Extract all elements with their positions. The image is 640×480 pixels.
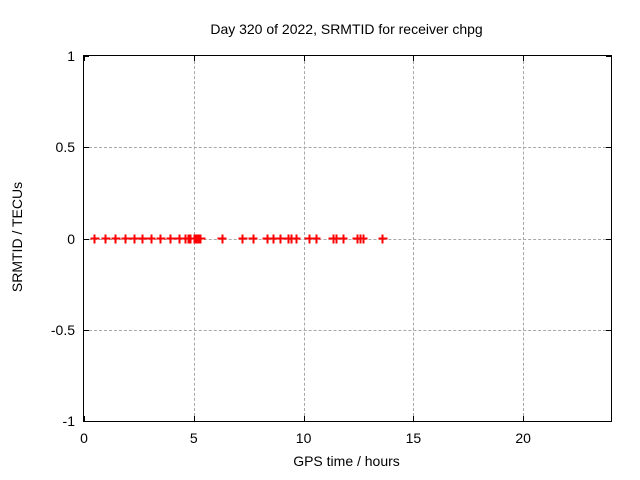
horizontal-gridline [84, 329, 611, 331]
data-point-marker [238, 234, 248, 243]
x-tick-mark [84, 416, 85, 421]
data-point-marker [196, 234, 206, 243]
data-point-marker [248, 234, 258, 243]
data-point-marker [287, 234, 297, 243]
data-point-marker [175, 234, 185, 243]
y-tick-label: 1 [67, 48, 75, 64]
y-tick-mark [84, 421, 89, 422]
data-point-marker [90, 234, 100, 243]
data-point-marker [311, 234, 321, 243]
y-tick-mark-mirror [606, 147, 611, 149]
x-tick-label: 5 [189, 430, 198, 446]
data-point-marker [138, 234, 148, 243]
chart-title: Day 320 of 2022, SRMTID for receiver chp… [210, 21, 483, 37]
data-point-marker [156, 234, 166, 243]
x-tick-mark [413, 416, 415, 421]
data-point-marker [268, 234, 278, 243]
y-tick-label: -0.5 [50, 321, 75, 338]
data-point-marker [121, 234, 131, 243]
x-tick-mark [523, 416, 525, 421]
y-tick-mark [84, 147, 89, 149]
y-tick-mark [84, 238, 89, 240]
x-tick-mark-mirror [193, 56, 195, 61]
data-point-marker [166, 234, 176, 243]
y-tick-label: 0 [67, 230, 75, 247]
x-tick-mark [303, 416, 305, 421]
data-point-marker [378, 234, 388, 243]
y-tick-label: -1 [62, 413, 75, 429]
data-point-marker [332, 234, 342, 243]
y-tick-mark [84, 56, 89, 57]
y-tick-mark [84, 329, 89, 331]
data-point-marker [262, 234, 272, 243]
x-axis-label: GPS time / hours [293, 453, 400, 469]
x-tick-label: 20 [515, 430, 531, 446]
y-tick-mark-mirror [606, 329, 611, 331]
data-point-marker [358, 234, 368, 243]
x-tick-mark-mirror [523, 56, 525, 61]
x-tick-label: 10 [295, 430, 312, 446]
data-point-marker [111, 234, 121, 243]
x-tick-label: 15 [405, 430, 422, 446]
data-point-marker [217, 234, 227, 243]
y-tick-label: 0.5 [55, 139, 75, 156]
y-tick-mark-mirror [606, 56, 611, 57]
data-point-marker [291, 234, 301, 243]
y-axis-label: SRMTID / TECUs [9, 181, 25, 293]
x-tick-mark-mirror [413, 56, 415, 61]
x-tick-mark-mirror [84, 56, 85, 61]
y-tick-mark-mirror [606, 421, 611, 422]
x-tick-mark [193, 416, 195, 421]
plot-area: 0 5 10 15 20 1 0.5 0 -0.5 -1 [51, 48, 612, 446]
x-tick-label: 0 [80, 430, 88, 446]
data-point-marker [130, 234, 139, 243]
data-point-marker [276, 234, 286, 243]
data-point-marker [304, 234, 314, 243]
y-tick-mark-mirror [606, 238, 611, 240]
data-point-marker [101, 234, 111, 243]
data-point-marker [338, 234, 348, 243]
data-point-marker [146, 234, 156, 243]
x-tick-mark-mirror [303, 56, 305, 61]
horizontal-gridline [84, 147, 611, 149]
